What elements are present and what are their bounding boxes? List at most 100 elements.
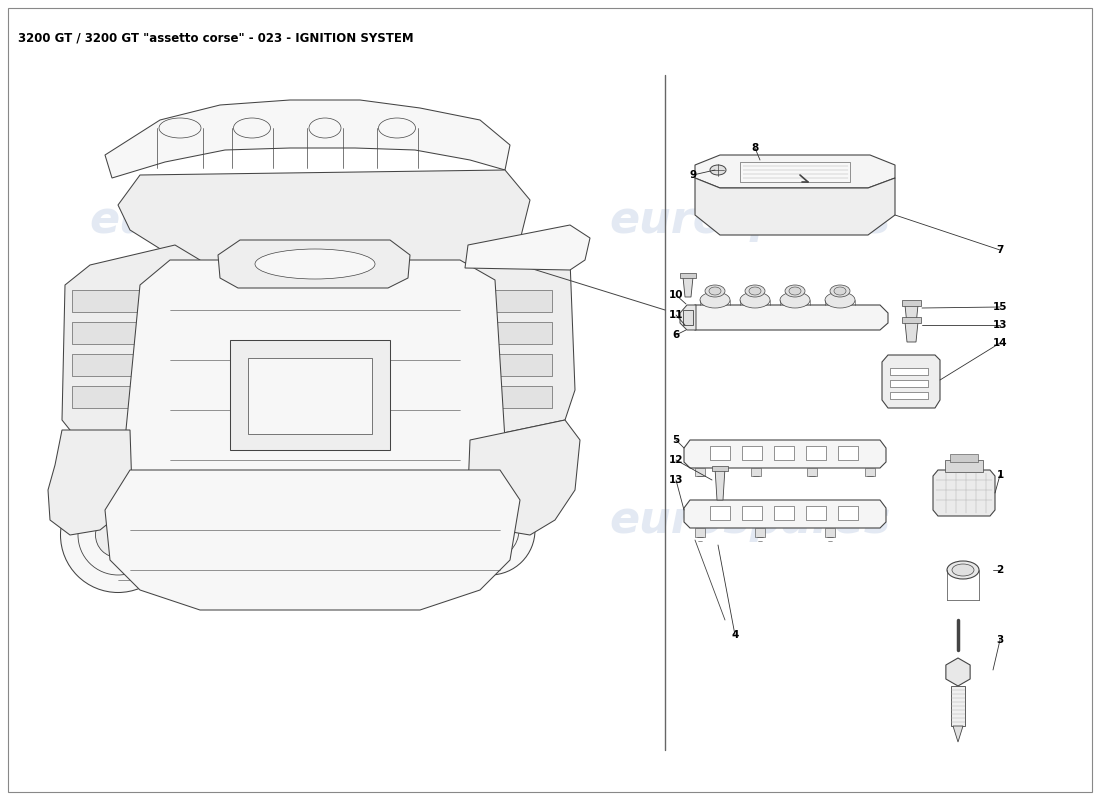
Polygon shape: [104, 100, 510, 178]
Bar: [825, 528, 835, 537]
Text: eurospares: eurospares: [89, 198, 371, 242]
Ellipse shape: [175, 510, 265, 600]
Bar: [751, 468, 761, 476]
Bar: [902, 317, 921, 323]
Bar: [806, 446, 826, 460]
Ellipse shape: [477, 518, 503, 542]
Ellipse shape: [825, 292, 855, 308]
Bar: [712, 466, 728, 471]
Polygon shape: [680, 305, 696, 330]
Ellipse shape: [60, 478, 176, 593]
Ellipse shape: [947, 561, 979, 579]
Bar: [462, 322, 552, 344]
Text: 15: 15: [992, 302, 1008, 312]
Text: 13: 13: [669, 475, 683, 485]
Bar: [72, 354, 162, 376]
Bar: [710, 446, 730, 460]
Bar: [710, 506, 730, 520]
Bar: [72, 322, 162, 344]
Bar: [740, 162, 850, 182]
Text: 8: 8: [751, 143, 759, 153]
Ellipse shape: [233, 118, 271, 138]
Ellipse shape: [96, 513, 141, 558]
Polygon shape: [118, 170, 530, 272]
Polygon shape: [452, 245, 575, 440]
Polygon shape: [882, 355, 940, 408]
Text: 14: 14: [992, 338, 1008, 348]
Polygon shape: [465, 225, 590, 270]
Bar: [838, 446, 858, 460]
Ellipse shape: [280, 505, 360, 585]
Ellipse shape: [830, 285, 850, 297]
Ellipse shape: [789, 287, 801, 295]
Bar: [72, 386, 162, 408]
Bar: [695, 468, 705, 476]
Bar: [230, 340, 390, 450]
Ellipse shape: [206, 541, 234, 569]
Ellipse shape: [710, 287, 720, 295]
Ellipse shape: [705, 285, 725, 297]
Bar: [807, 468, 817, 476]
Polygon shape: [684, 440, 886, 468]
Bar: [890, 392, 928, 399]
Bar: [462, 354, 552, 376]
Ellipse shape: [160, 118, 201, 138]
Bar: [742, 506, 762, 520]
Ellipse shape: [745, 285, 764, 297]
Text: eurospares: eurospares: [609, 198, 891, 242]
Polygon shape: [218, 240, 410, 288]
Ellipse shape: [190, 525, 250, 585]
Ellipse shape: [383, 522, 418, 558]
Ellipse shape: [294, 519, 346, 571]
Ellipse shape: [309, 118, 341, 138]
Text: 4: 4: [732, 630, 739, 640]
Text: eurospares: eurospares: [609, 498, 891, 542]
Bar: [865, 468, 874, 476]
Bar: [755, 528, 764, 537]
Polygon shape: [695, 178, 895, 235]
Ellipse shape: [400, 530, 440, 570]
Polygon shape: [684, 500, 886, 528]
Text: 13: 13: [992, 320, 1008, 330]
Ellipse shape: [461, 501, 519, 559]
Polygon shape: [62, 245, 205, 440]
Text: 6: 6: [672, 330, 680, 340]
Ellipse shape: [834, 287, 846, 295]
Bar: [462, 290, 552, 312]
Polygon shape: [715, 468, 725, 500]
Text: 10: 10: [669, 290, 683, 300]
Bar: [902, 300, 921, 306]
Text: eurospares: eurospares: [89, 458, 371, 502]
Polygon shape: [905, 322, 918, 342]
Polygon shape: [48, 430, 132, 535]
Text: 5: 5: [672, 435, 680, 445]
Polygon shape: [933, 470, 996, 516]
Ellipse shape: [255, 249, 375, 279]
Ellipse shape: [387, 518, 452, 582]
Bar: [774, 446, 794, 460]
Bar: [774, 506, 794, 520]
Bar: [890, 368, 928, 375]
Ellipse shape: [373, 513, 428, 567]
Ellipse shape: [780, 292, 810, 308]
Ellipse shape: [749, 287, 761, 295]
Bar: [945, 460, 983, 472]
Ellipse shape: [78, 495, 158, 575]
Polygon shape: [905, 305, 918, 325]
Text: 7: 7: [997, 245, 1003, 255]
Ellipse shape: [952, 564, 974, 576]
Text: 11: 11: [669, 310, 683, 320]
Text: 9: 9: [690, 170, 696, 180]
Polygon shape: [125, 260, 505, 490]
Ellipse shape: [785, 285, 805, 297]
Bar: [952, 686, 965, 726]
Text: 12: 12: [669, 455, 683, 465]
Polygon shape: [104, 470, 520, 610]
Text: 3200 GT / 3200 GT "assetto corse" - 023 - IGNITION SYSTEM: 3200 GT / 3200 GT "assetto corse" - 023 …: [18, 31, 414, 45]
Bar: [72, 290, 162, 312]
Text: 2: 2: [997, 565, 1003, 575]
Ellipse shape: [700, 292, 730, 308]
Bar: [838, 506, 858, 520]
Polygon shape: [688, 305, 888, 330]
Ellipse shape: [446, 485, 535, 575]
